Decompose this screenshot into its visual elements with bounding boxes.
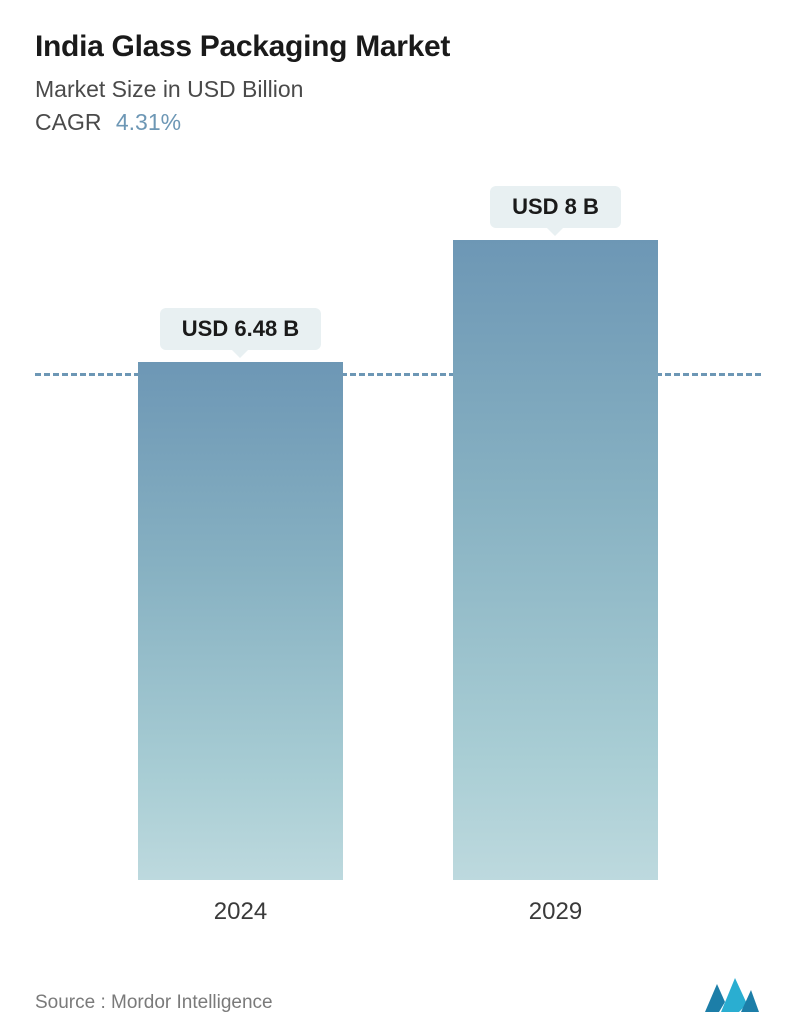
source-attribution: Source : Mordor Intelligence <box>35 992 273 1014</box>
chart-container: India Glass Packaging Market Market Size… <box>0 0 796 1034</box>
bar <box>453 240 658 880</box>
x-axis-label: 2029 <box>529 898 582 926</box>
chart-title: India Glass Packaging Market <box>35 30 761 64</box>
bar-group: USD 6.48 B 2024 <box>138 308 343 926</box>
bar <box>138 362 343 880</box>
x-axis-label: 2024 <box>214 898 267 926</box>
chart-subtitle: Market Size in USD Billion <box>35 76 761 103</box>
chart-footer: Source : Mordor Intelligence <box>35 946 761 1014</box>
cagr-row: CAGR 4.31% <box>35 109 761 136</box>
bar-group: USD 8 B 2029 <box>453 186 658 926</box>
value-badge: USD 8 B <box>490 186 621 228</box>
value-badge: USD 6.48 B <box>160 308 321 350</box>
cagr-value: 4.31% <box>116 109 181 135</box>
cagr-label: CAGR <box>35 109 101 135</box>
chart-area: USD 6.48 B 2024 USD 8 B 2029 <box>35 186 761 936</box>
mordor-logo-icon <box>703 976 761 1014</box>
